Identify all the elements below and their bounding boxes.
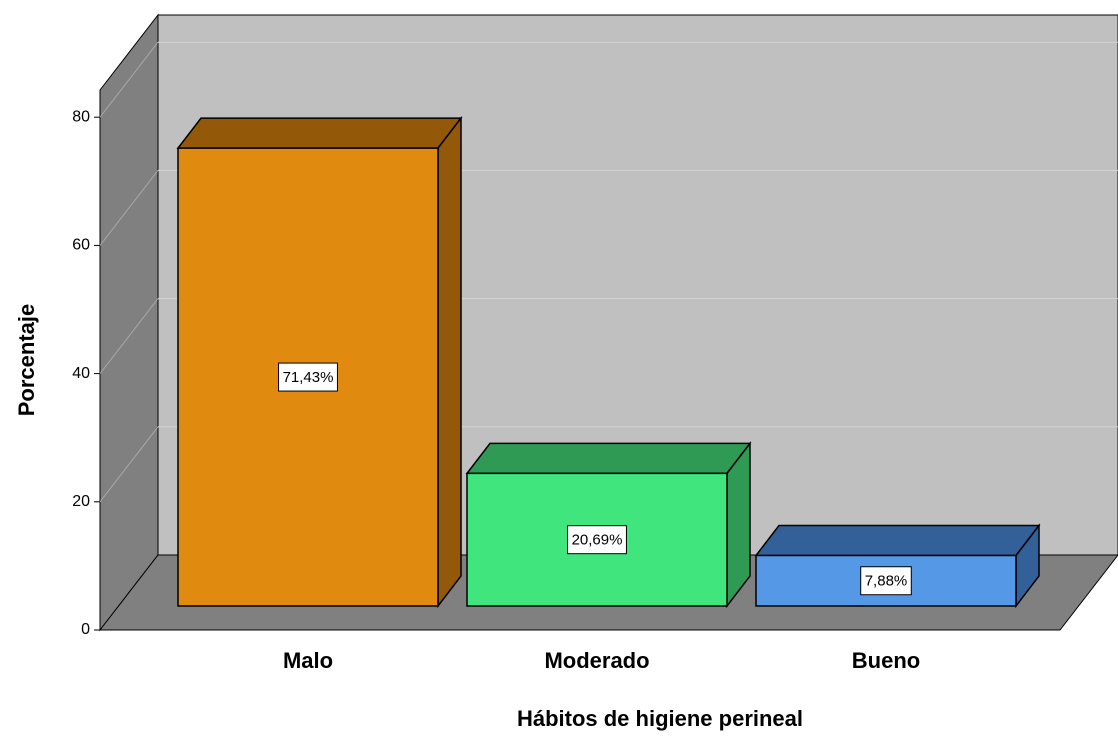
value-label-box: [567, 525, 627, 555]
value-label-box: [278, 362, 338, 392]
x-tick-label: Malo: [283, 648, 333, 673]
y-tick-label: 60: [72, 237, 90, 254]
y-tick-label: 40: [72, 365, 90, 382]
x-tick-label: Moderado: [544, 648, 649, 673]
y-tick-label: 0: [81, 621, 90, 638]
grid-line: [99, 426, 159, 503]
value-label: 20,69%: [572, 532, 623, 549]
side-wall: [99, 13, 159, 632]
x-tick-label: Bueno: [852, 648, 920, 673]
y-axis-title: Porcentaje: [14, 304, 39, 417]
value-label: 7,88%: [865, 573, 908, 590]
value-label: 71,43%: [283, 369, 334, 386]
bar-top: [465, 442, 752, 475]
bar-side: [726, 441, 751, 609]
bar-top: [176, 117, 463, 149]
y-tick-label: 20: [72, 493, 90, 510]
grid-line: [99, 41, 159, 118]
value-label-box: [860, 566, 912, 596]
bar-top: [754, 524, 1041, 557]
bar-side: [437, 115, 462, 609]
grid-line: [99, 170, 159, 246]
y-tick-label: 80: [72, 108, 90, 125]
x-axis-title: Hábitos de higiene perineal: [517, 706, 803, 731]
grid-line: [99, 298, 159, 374]
